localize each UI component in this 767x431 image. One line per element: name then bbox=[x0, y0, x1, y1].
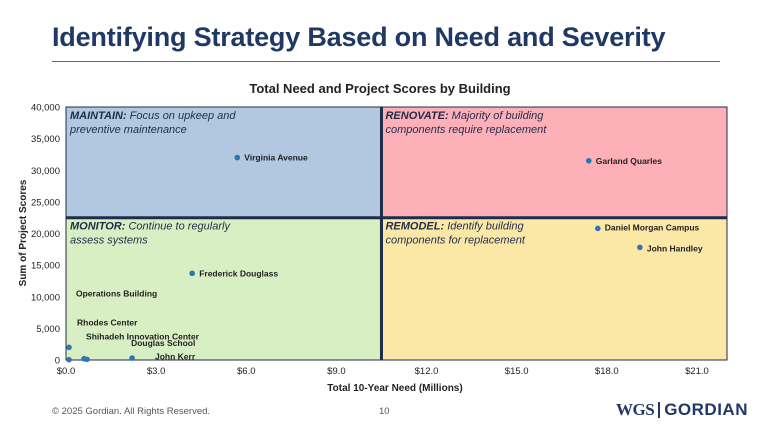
logo-separator bbox=[658, 402, 661, 418]
x-tick-label: $12.0 bbox=[415, 366, 439, 377]
y-tick-label: 20,000 bbox=[31, 229, 60, 240]
quadrant-maintain bbox=[66, 107, 382, 218]
quadrant-renovate-subtext: components require replacement bbox=[385, 124, 547, 136]
quadrant-remodel-heading: REMODEL: Identify building bbox=[385, 221, 524, 233]
scatter-chart: Total Need and Project Scores by Buildin… bbox=[18, 81, 728, 394]
x-tick-label: $18.0 bbox=[595, 366, 619, 377]
data-point bbox=[129, 355, 135, 361]
y-tick-label: 35,000 bbox=[31, 134, 60, 145]
slide-title: Identifying Strategy Based on Need and S… bbox=[52, 22, 666, 52]
quadrant-maintain-heading: MAINTAIN: Focus on upkeep and bbox=[70, 110, 236, 122]
y-tick-label: 40,000 bbox=[31, 103, 60, 114]
data-point bbox=[585, 157, 592, 164]
quadrant-maintain-subtext: preventive maintenance bbox=[69, 124, 187, 136]
title-rule bbox=[52, 61, 720, 62]
data-point bbox=[66, 344, 72, 351]
y-tick-label: 25,000 bbox=[31, 197, 60, 208]
brand-logo: WGS GORDIAN bbox=[616, 398, 748, 422]
x-tick-label: $21.0 bbox=[685, 366, 709, 377]
data-point-label: Frederick Douglass bbox=[199, 268, 278, 278]
y-tick-label: 15,000 bbox=[31, 261, 60, 272]
logo-right-mark: GORDIAN bbox=[664, 400, 748, 419]
y-tick-label: 0 bbox=[55, 356, 60, 367]
footer-copyright: © 2025 Gordian. All Rights Reserved. bbox=[52, 406, 211, 417]
y-tick-label: 30,000 bbox=[31, 166, 60, 177]
data-point-label: Shihadeh Innovation Center bbox=[86, 331, 200, 341]
data-point-label: Rhodes Center bbox=[77, 318, 138, 328]
quadrant-renovate-heading: RENOVATE: Majority of building bbox=[385, 110, 544, 122]
data-point-label: Virginia Avenue bbox=[244, 153, 308, 163]
data-point-label: John Kerr bbox=[155, 352, 196, 362]
data-point bbox=[595, 225, 601, 232]
logo-left-mark: WGS bbox=[616, 400, 655, 419]
data-point bbox=[189, 270, 195, 277]
quadrant-monitor bbox=[66, 217, 382, 360]
quadrant-remodel-subtext: components for replacement bbox=[385, 235, 525, 247]
plot-border bbox=[65, 106, 728, 361]
quadrant-monitor-subtext: assess systems bbox=[70, 235, 148, 247]
data-point-label: John Handley bbox=[647, 243, 703, 253]
x-tick-label: $3.0 bbox=[147, 366, 166, 377]
chart-title: Total Need and Project Scores by Buildin… bbox=[249, 81, 510, 96]
x-tick-label: $6.0 bbox=[237, 366, 256, 377]
data-point-label: Garland Quarles bbox=[596, 156, 662, 166]
data-point bbox=[637, 244, 643, 251]
data-point-label: Daniel Morgan Campus bbox=[605, 222, 700, 232]
data-point bbox=[234, 154, 241, 161]
x-tick-label: $15.0 bbox=[505, 366, 529, 377]
data-point-label: Operations Building bbox=[76, 288, 157, 298]
data-point bbox=[66, 356, 72, 363]
y-tick-label: 5,000 bbox=[36, 324, 60, 335]
x-axis-label: Total 10-Year Need (Millions) bbox=[327, 383, 462, 394]
data-point bbox=[84, 356, 90, 363]
y-tick-label: 10,000 bbox=[31, 292, 60, 303]
y-axis-label: Sum of Project Scores bbox=[18, 179, 29, 286]
footer-page-number: 10 bbox=[379, 406, 390, 417]
quadrant-renovate bbox=[381, 107, 727, 218]
x-tick-label: $0.0 bbox=[57, 366, 76, 377]
quadrant-monitor-heading: MONITOR: Continue to regularly bbox=[70, 221, 231, 233]
quadrant-remodel bbox=[381, 217, 727, 360]
data-point-label: Douglas School bbox=[131, 338, 195, 348]
x-tick-label: $9.0 bbox=[327, 366, 346, 377]
